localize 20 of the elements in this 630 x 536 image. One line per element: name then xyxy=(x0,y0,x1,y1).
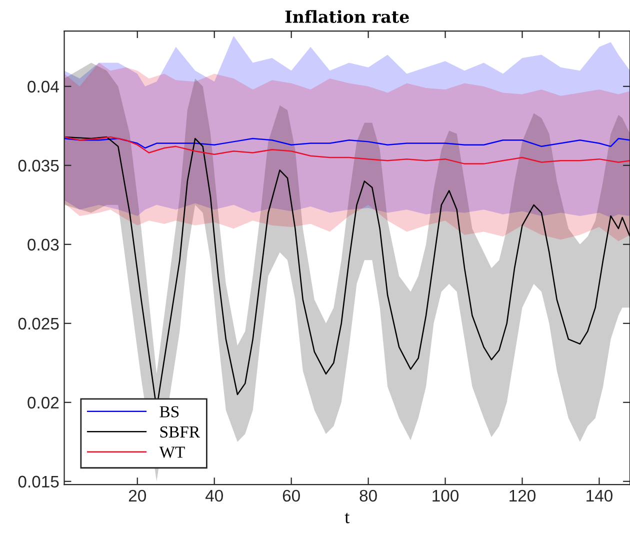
x-tick-label: 140 xyxy=(586,490,612,502)
x-tick-label: 60 xyxy=(282,490,300,502)
legend-label: BS xyxy=(160,406,179,418)
legend-label: SBFR xyxy=(160,426,200,438)
x-tick-label: 120 xyxy=(510,490,536,502)
x-tick-label: 20 xyxy=(128,490,146,502)
y-tick-label: 0.04 xyxy=(28,80,59,93)
x-tick-label: 100 xyxy=(432,490,459,502)
y-tick-label: 0.025 xyxy=(18,318,59,330)
x-axis-title: t xyxy=(344,512,350,524)
x-tick-label: 40 xyxy=(205,490,223,502)
y-tick-label: 0.03 xyxy=(28,238,59,251)
x-tick-label: 80 xyxy=(360,490,377,502)
line-series xyxy=(64,138,630,149)
line-series xyxy=(64,136,630,164)
y-tick-label: 0.015 xyxy=(18,476,59,488)
y-tick-label: 0.035 xyxy=(18,160,59,172)
legend-label: WT xyxy=(159,446,185,458)
y-tick-label: 0.02 xyxy=(28,396,59,409)
chart-title: Inflation rate xyxy=(285,10,409,23)
